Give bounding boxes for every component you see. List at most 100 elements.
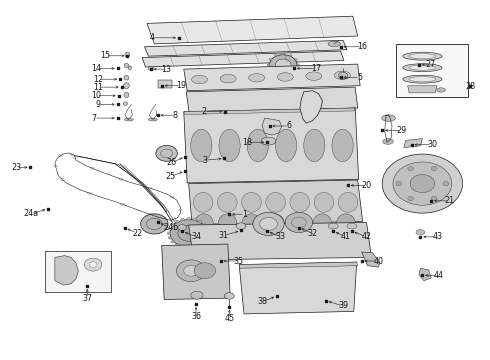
Circle shape (198, 220, 202, 223)
Ellipse shape (124, 93, 129, 98)
Circle shape (206, 232, 210, 235)
Circle shape (187, 217, 191, 220)
Circle shape (141, 214, 168, 234)
Ellipse shape (289, 214, 308, 233)
Ellipse shape (210, 223, 221, 234)
Ellipse shape (124, 63, 128, 68)
Polygon shape (408, 86, 437, 93)
Circle shape (184, 265, 198, 276)
Polygon shape (300, 91, 322, 123)
Circle shape (175, 220, 179, 223)
Ellipse shape (437, 88, 445, 92)
Ellipse shape (128, 66, 131, 69)
Text: 37: 37 (82, 294, 92, 302)
Ellipse shape (383, 139, 393, 144)
Polygon shape (184, 108, 359, 183)
Ellipse shape (339, 72, 347, 79)
Ellipse shape (178, 225, 187, 230)
Circle shape (193, 218, 196, 221)
Circle shape (431, 166, 437, 171)
Ellipse shape (332, 129, 353, 162)
Ellipse shape (382, 115, 395, 121)
Circle shape (294, 58, 297, 60)
Text: 45: 45 (224, 314, 234, 323)
Circle shape (156, 145, 177, 161)
Circle shape (275, 59, 291, 71)
Text: 12: 12 (93, 75, 103, 84)
Text: 38: 38 (257, 297, 267, 306)
Circle shape (289, 54, 292, 57)
Circle shape (205, 236, 209, 239)
Circle shape (198, 243, 202, 246)
Ellipse shape (194, 192, 213, 212)
Polygon shape (239, 262, 357, 314)
Text: 14: 14 (91, 64, 101, 73)
Text: 29: 29 (397, 126, 407, 135)
Circle shape (269, 58, 272, 60)
Text: 11: 11 (93, 83, 103, 91)
Ellipse shape (123, 102, 127, 105)
Text: 21: 21 (445, 197, 455, 205)
Ellipse shape (192, 75, 208, 84)
Text: 6: 6 (287, 122, 292, 130)
Circle shape (282, 75, 285, 77)
Ellipse shape (329, 223, 340, 234)
Text: 17: 17 (312, 64, 321, 73)
Ellipse shape (328, 41, 340, 46)
Text: 24a: 24a (24, 210, 38, 218)
Ellipse shape (337, 214, 355, 233)
Text: 7: 7 (92, 113, 97, 122)
Circle shape (181, 246, 185, 248)
Text: 26: 26 (167, 158, 176, 167)
Bar (158, 80, 172, 88)
Ellipse shape (266, 192, 285, 212)
Text: 30: 30 (427, 140, 437, 149)
Circle shape (202, 240, 206, 243)
Text: 44: 44 (434, 271, 444, 280)
Polygon shape (189, 222, 371, 260)
Circle shape (171, 223, 175, 226)
Polygon shape (184, 64, 360, 91)
Polygon shape (239, 262, 358, 268)
Ellipse shape (219, 129, 240, 162)
Circle shape (431, 197, 437, 201)
Circle shape (176, 260, 206, 282)
Text: 32: 32 (308, 229, 318, 238)
Ellipse shape (403, 64, 442, 72)
Circle shape (274, 54, 277, 57)
Polygon shape (184, 108, 355, 114)
Circle shape (294, 69, 297, 71)
Ellipse shape (148, 67, 154, 70)
Circle shape (270, 55, 297, 75)
Polygon shape (162, 244, 230, 300)
Circle shape (267, 64, 270, 66)
Ellipse shape (220, 75, 236, 83)
Ellipse shape (195, 214, 213, 233)
Ellipse shape (416, 230, 425, 235)
Ellipse shape (403, 75, 442, 83)
Ellipse shape (258, 223, 269, 234)
Ellipse shape (347, 223, 357, 229)
Text: 34: 34 (191, 233, 201, 241)
Text: 9: 9 (96, 100, 100, 109)
Circle shape (168, 236, 172, 239)
Ellipse shape (125, 52, 130, 57)
Polygon shape (145, 40, 347, 56)
Circle shape (187, 246, 191, 249)
Text: 16: 16 (358, 42, 368, 51)
Text: 4: 4 (149, 33, 154, 42)
Ellipse shape (409, 54, 436, 59)
Ellipse shape (218, 214, 237, 233)
Circle shape (170, 220, 207, 247)
Ellipse shape (403, 52, 442, 60)
Ellipse shape (191, 291, 203, 299)
Circle shape (396, 181, 402, 186)
Text: 3: 3 (202, 156, 207, 165)
Text: 33: 33 (276, 233, 286, 241)
Text: 22: 22 (132, 229, 142, 238)
Text: 27: 27 (425, 60, 435, 69)
Circle shape (194, 263, 216, 279)
Ellipse shape (191, 129, 212, 162)
Circle shape (282, 53, 285, 55)
Ellipse shape (242, 214, 261, 233)
